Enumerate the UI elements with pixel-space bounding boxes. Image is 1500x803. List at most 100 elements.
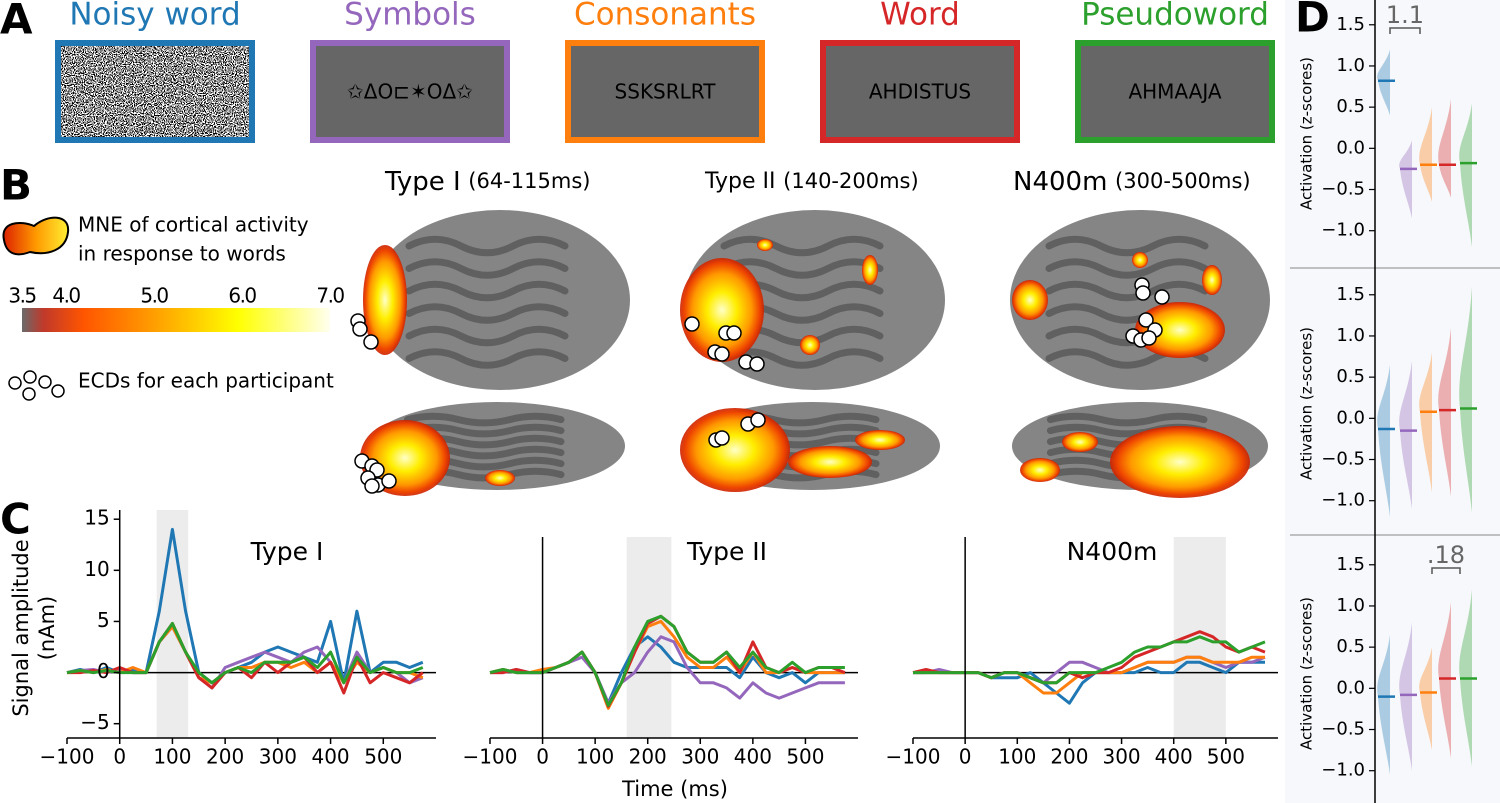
y-tick-label: 10	[84, 557, 109, 581]
activation	[1135, 302, 1225, 358]
signal-line	[66, 622, 424, 685]
violin	[1399, 140, 1412, 219]
activation	[855, 430, 905, 450]
chart-title: Type II	[686, 537, 767, 566]
y-tick-label: 0.5	[1336, 636, 1365, 657]
x-tick-label: 0	[536, 745, 549, 769]
significance-bracket	[1389, 27, 1421, 34]
brain-title-name: N400m	[1013, 167, 1107, 197]
ecd	[364, 478, 380, 494]
violin	[1399, 622, 1412, 771]
x-tick-label: 100	[153, 745, 191, 769]
ecd	[1138, 312, 1154, 328]
y-axis-label: Signal amplitude	[9, 539, 33, 716]
chart-title: N400m	[1067, 537, 1158, 566]
x-axis-label: Time (ms)	[621, 777, 728, 801]
signal-line	[67, 622, 424, 695]
signal-line	[489, 614, 845, 707]
x-tick-label: 400	[311, 745, 349, 769]
y-tick-label: 5	[97, 608, 110, 632]
y-tick-label: −1.0	[1321, 220, 1365, 241]
panel-label: B	[0, 161, 32, 210]
significance-bracket	[1431, 567, 1461, 574]
stimulus-text: AHMAAJA	[1128, 80, 1221, 104]
panel-label: A	[0, 0, 33, 44]
sulcus	[405, 325, 569, 347]
stimulus-box	[565, 40, 765, 143]
y-tick-label: 0	[97, 659, 110, 683]
x-tick-label: −100	[886, 745, 941, 769]
sulcus	[1045, 235, 1209, 257]
chart-title: Type I	[250, 537, 324, 566]
activation	[1132, 252, 1148, 268]
x-tick-label: 300	[681, 745, 719, 769]
x-tick-label: 500	[1207, 745, 1245, 769]
ecd	[1135, 285, 1151, 301]
ecd	[750, 412, 766, 428]
stimulus-name: Noisy word	[69, 0, 240, 33]
y-axis-label: Activation (z-scores)	[1298, 57, 1316, 210]
stimulus-box	[310, 40, 510, 143]
brain-title: N400m (300-500ms)	[1013, 167, 1251, 197]
x-tick-label: 400	[1155, 745, 1193, 769]
stimulus-text: SSKSRLRT	[615, 80, 717, 104]
ecd	[714, 346, 730, 362]
y-axis-label: (nAm)	[35, 596, 59, 661]
y-tick-label: 1.5	[1336, 284, 1365, 305]
sulcus	[720, 348, 884, 369]
violin	[1459, 286, 1472, 514]
y-tick-label: 0.5	[1336, 366, 1365, 387]
signal-line	[913, 635, 1266, 685]
sulcus	[1046, 412, 1208, 427]
violin	[1438, 98, 1451, 198]
stimulus-name: Word	[880, 0, 960, 33]
sulcus	[403, 412, 565, 427]
brain-title-name: Type II	[704, 169, 776, 194]
y-tick-label: −0.5	[1321, 449, 1365, 470]
stimulus-name: Consonants	[574, 0, 756, 33]
activation	[800, 335, 820, 355]
y-tick-label: −0.5	[1321, 719, 1365, 740]
activation	[680, 408, 790, 492]
panel-label: C	[0, 495, 31, 544]
colorbar-tick-label: 7.0	[316, 284, 344, 308]
stimulus-name: Pseudoword	[1081, 0, 1269, 33]
sulcus	[405, 348, 569, 369]
noise	[61, 46, 249, 137]
brain-title-name: Type I	[384, 167, 461, 197]
ecd	[1154, 289, 1170, 305]
y-tick-label: 0.5	[1336, 96, 1365, 117]
ecd-icon	[51, 384, 65, 398]
x-tick-label: 200	[206, 745, 244, 769]
y-tick-label: 1.0	[1336, 325, 1365, 346]
colorbar-tick-label: 4.0	[52, 284, 80, 308]
violin	[1419, 352, 1432, 493]
colorbar-tick-label: 6.0	[228, 284, 256, 308]
panel-d-background	[1285, 0, 1500, 803]
x-tick-label: 100	[576, 745, 614, 769]
colorbar-tick-label: 3.5	[8, 284, 35, 308]
ecd	[714, 430, 730, 446]
brain-title: Type I (64-115ms)	[384, 167, 590, 197]
y-tick-label: −1.0	[1321, 760, 1365, 781]
sulcus	[403, 423, 565, 438]
x-tick-label: 500	[786, 745, 824, 769]
ecd	[381, 473, 397, 489]
x-tick-label: −100	[40, 745, 95, 769]
y-tick-label: 1.0	[1336, 595, 1365, 616]
annotation: 1.1	[1386, 1, 1424, 29]
y-tick-label: 0.0	[1336, 407, 1365, 428]
y-tick-label: −1.0	[1321, 490, 1365, 511]
stimulus-box	[820, 40, 1020, 143]
mne-label: MNE of cortical activity	[78, 213, 309, 237]
brain	[370, 210, 630, 390]
ecd	[1141, 330, 1157, 346]
ecd	[352, 321, 368, 337]
activation	[363, 245, 407, 355]
ecd-icon	[22, 387, 36, 401]
y-tick-label: 15	[84, 506, 109, 530]
x-tick-label: 0	[113, 745, 126, 769]
x-tick-label: 200	[1050, 745, 1088, 769]
ecd-icon	[38, 375, 52, 389]
colorbar	[22, 308, 330, 332]
